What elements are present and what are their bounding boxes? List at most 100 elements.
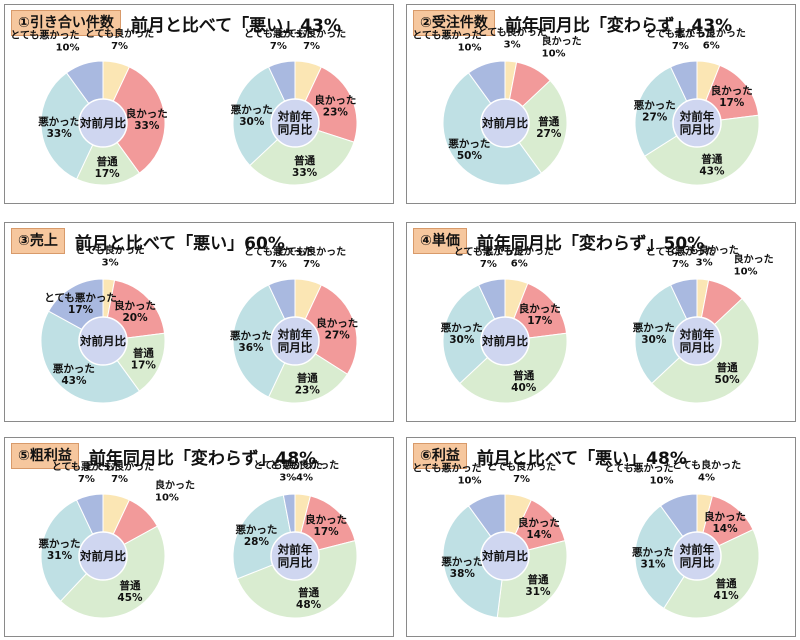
slice-label: 普通 17% bbox=[131, 346, 157, 371]
panel-headline: 前年同月比「変わらず」50% bbox=[476, 233, 705, 254]
center-hub bbox=[672, 98, 722, 148]
chart-panel: ⑥利益 前月と比べて「悪い」48% とても良かった 7% 良かった 14% 普通 31% 悪かっ… bbox=[406, 437, 796, 637]
slice-label: とても悪かった 7% bbox=[646, 28, 715, 52]
panel-headline: 前年同月比「変わらず」48% bbox=[88, 448, 317, 469]
slice-label: とても良かった 7% bbox=[85, 27, 154, 52]
donut-chart: とても良かった 4% 良かった 14% 普通 41% 悪かった 31% とても悪かった 10% 対前… bbox=[604, 459, 760, 619]
panel-headline: 前月と比べて「悪い」48% bbox=[476, 448, 687, 469]
slice-label: とても悪かった 7% bbox=[454, 246, 523, 270]
center-hub bbox=[480, 316, 530, 366]
center-label: 対前月比 bbox=[481, 334, 528, 348]
slice-label: 悪かった 30% bbox=[231, 104, 273, 128]
slice-label: とても良かった 4% bbox=[270, 459, 339, 484]
donut-chart: とても良かった 6% 良かった 17% 普通 43% 悪かった 27% とても悪かった 7% 対前年… bbox=[634, 26, 760, 186]
slice-label: 普通 31% bbox=[525, 573, 551, 598]
center-hub bbox=[672, 316, 722, 366]
slice-label: 普通 17% bbox=[95, 155, 121, 180]
center-label: 同月比 bbox=[278, 341, 313, 355]
panel-tag: ⑤粗利益 bbox=[11, 443, 79, 469]
slice-label: 普通 41% bbox=[714, 577, 740, 602]
chart-panel: ①引き合い件数 前月と比べて「悪い」43% とても良かった 7% 良かった 33% 普通 17… bbox=[4, 4, 394, 204]
panel-header: ②受注件数 前年同月比「変わらず」43% bbox=[413, 10, 732, 36]
center-label: 対前年 bbox=[277, 328, 313, 342]
slice-label: 悪かった 28% bbox=[235, 524, 277, 548]
center-hub bbox=[480, 98, 530, 148]
slice-label: 良かった 10% bbox=[734, 252, 774, 277]
slice-label: 普通 23% bbox=[295, 371, 321, 396]
slice-label: とても良かった 6% bbox=[677, 26, 746, 51]
slice-label: 普通 45% bbox=[117, 579, 143, 604]
slice-label: 悪かった 30% bbox=[633, 322, 675, 346]
slice-label: とても悪かった 3% bbox=[253, 459, 322, 483]
panel-tag: ②受注件数 bbox=[413, 10, 495, 36]
panel-header: ④単価 前年同月比「変わらず」50% bbox=[413, 228, 704, 254]
center-label: 対前月比 bbox=[79, 549, 126, 563]
panel-headline: 前月と比べて「悪い」60% bbox=[74, 233, 285, 254]
center-hub bbox=[480, 531, 530, 581]
slice-label: 普通 27% bbox=[536, 115, 562, 140]
slice-label: 良かった 27% bbox=[316, 317, 358, 342]
panel-tag: ⑥利益 bbox=[413, 443, 467, 469]
center-label: 同月比 bbox=[278, 556, 313, 570]
chart-panel: ③売上 前月と比べて「悪い」60% とても良かった 3% 良かった 20% 普通 17% 悪かっ… bbox=[4, 222, 394, 422]
panel-headline: 前年同月比「変わらず」43% bbox=[504, 15, 733, 36]
slice-label: とても良かった 7% bbox=[277, 245, 346, 270]
slice-label: 悪かった 30% bbox=[441, 322, 483, 346]
center-label: 対前年 bbox=[679, 543, 715, 557]
slice-label: とても良かった 3% bbox=[478, 25, 547, 50]
center-hub bbox=[270, 316, 320, 366]
slice-label: 悪かった 43% bbox=[53, 363, 95, 387]
donut-chart: とても良かった 7% 良かった 33%普通 17% 悪かった 33% とても悪かった 10% 対前… bbox=[10, 27, 168, 186]
center-label: 対前年 bbox=[277, 543, 313, 557]
donut-chart: とても良かった 6% 良かった 17% 普通 40% 悪かった 30% とても悪かった 7% 対前月… bbox=[441, 244, 568, 404]
slice-label: 普通 43% bbox=[699, 152, 725, 177]
center-label: 対前月比 bbox=[481, 549, 528, 563]
slice-label: とても良かった 7% bbox=[85, 460, 154, 485]
center-label: 同月比 bbox=[680, 556, 715, 570]
slice-label: とても良かった 7% bbox=[277, 27, 346, 52]
slice-label: とても良かった 3% bbox=[76, 243, 145, 268]
slice-label: 悪かった 50% bbox=[448, 138, 490, 162]
slice-label: 悪かった 31% bbox=[39, 538, 81, 562]
slice-label: 良かった 17% bbox=[519, 302, 561, 327]
center-hub bbox=[78, 98, 128, 148]
donut-chart: とても良かった 7%良かった 10% 普通 45% 悪かった 31% とても悪かった 7% 対前月… bbox=[39, 460, 195, 619]
slice-label: 悪かった 38% bbox=[441, 556, 483, 580]
panel-header: ⑤粗利益 前年同月比「変わらず」48% bbox=[11, 443, 316, 469]
slice-label: 良かった 10% bbox=[155, 479, 195, 504]
donut-chart: とても良かった 3% 良かった 10% 普通 50% 悪かった 30% とても悪かった 7% 対前年… bbox=[633, 243, 774, 404]
slice-label: とても悪かった 10% bbox=[412, 30, 481, 54]
slice-label: 悪かった 31% bbox=[632, 546, 674, 570]
donut-chart: とても良かった 3% 良かった 20% 普通 17% 悪かった 43% とても悪かった 17% 対前… bbox=[40, 243, 166, 404]
panel-header: ①引き合い件数 前月と比べて「悪い」43% bbox=[11, 10, 341, 36]
center-label: 同月比 bbox=[680, 123, 715, 137]
slice-label: とても悪かった 10% bbox=[10, 30, 79, 54]
slice-label: 良かった 14% bbox=[704, 510, 746, 535]
center-label: 対前月比 bbox=[481, 116, 528, 130]
slice-label: とても悪かった 7% bbox=[52, 461, 121, 485]
center-label: 対前年 bbox=[679, 328, 715, 342]
center-label: 対前月比 bbox=[79, 334, 126, 348]
slice-label: 普通 33% bbox=[292, 154, 318, 179]
slice-label: 良かった 17% bbox=[305, 513, 347, 538]
panel-tag: ①引き合い件数 bbox=[11, 10, 121, 36]
center-label: 同月比 bbox=[680, 341, 715, 355]
slice-label: 良かった 10% bbox=[542, 34, 582, 59]
slice-label: 普通 50% bbox=[715, 361, 741, 386]
panel-header: ⑥利益 前月と比べて「悪い」48% bbox=[413, 443, 687, 469]
slice-label: 悪かった 27% bbox=[634, 100, 676, 124]
slice-label: 良かった 14% bbox=[518, 516, 560, 541]
donut-chart: とても良かった 7% 良かった 27% 普通 23% 悪かった 36% とても悪かった 7% 対前年… bbox=[230, 245, 358, 404]
center-label: 対前年 bbox=[679, 110, 715, 124]
slice-label: 良かった 23% bbox=[314, 94, 356, 119]
slice-label: とても悪かった 17% bbox=[44, 292, 117, 316]
slice-label: 悪かった 36% bbox=[230, 330, 272, 354]
slice-label: とても悪かった 10% bbox=[412, 463, 481, 487]
slice-label: とても悪かった 10% bbox=[604, 463, 673, 487]
donut-chart: とても良かった 7% 良かった 23% 普通 33% 悪かった 30% とても悪かった 7% 対前年… bbox=[231, 27, 358, 186]
panel-tag: ③売上 bbox=[11, 228, 65, 254]
chart-panel: ⑤粗利益 前年同月比「変わらず」48% とても良かった 7% 良かった 10% 普通 45% 悪… bbox=[4, 437, 394, 637]
slice-label: とても悪かった 7% bbox=[244, 28, 313, 52]
panel-tag: ④単価 bbox=[413, 228, 467, 254]
donut-chart: とても良かった 3% 良かった 10% 普通 27% 悪かった 50% とても悪かった 10% 対前… bbox=[412, 25, 582, 186]
